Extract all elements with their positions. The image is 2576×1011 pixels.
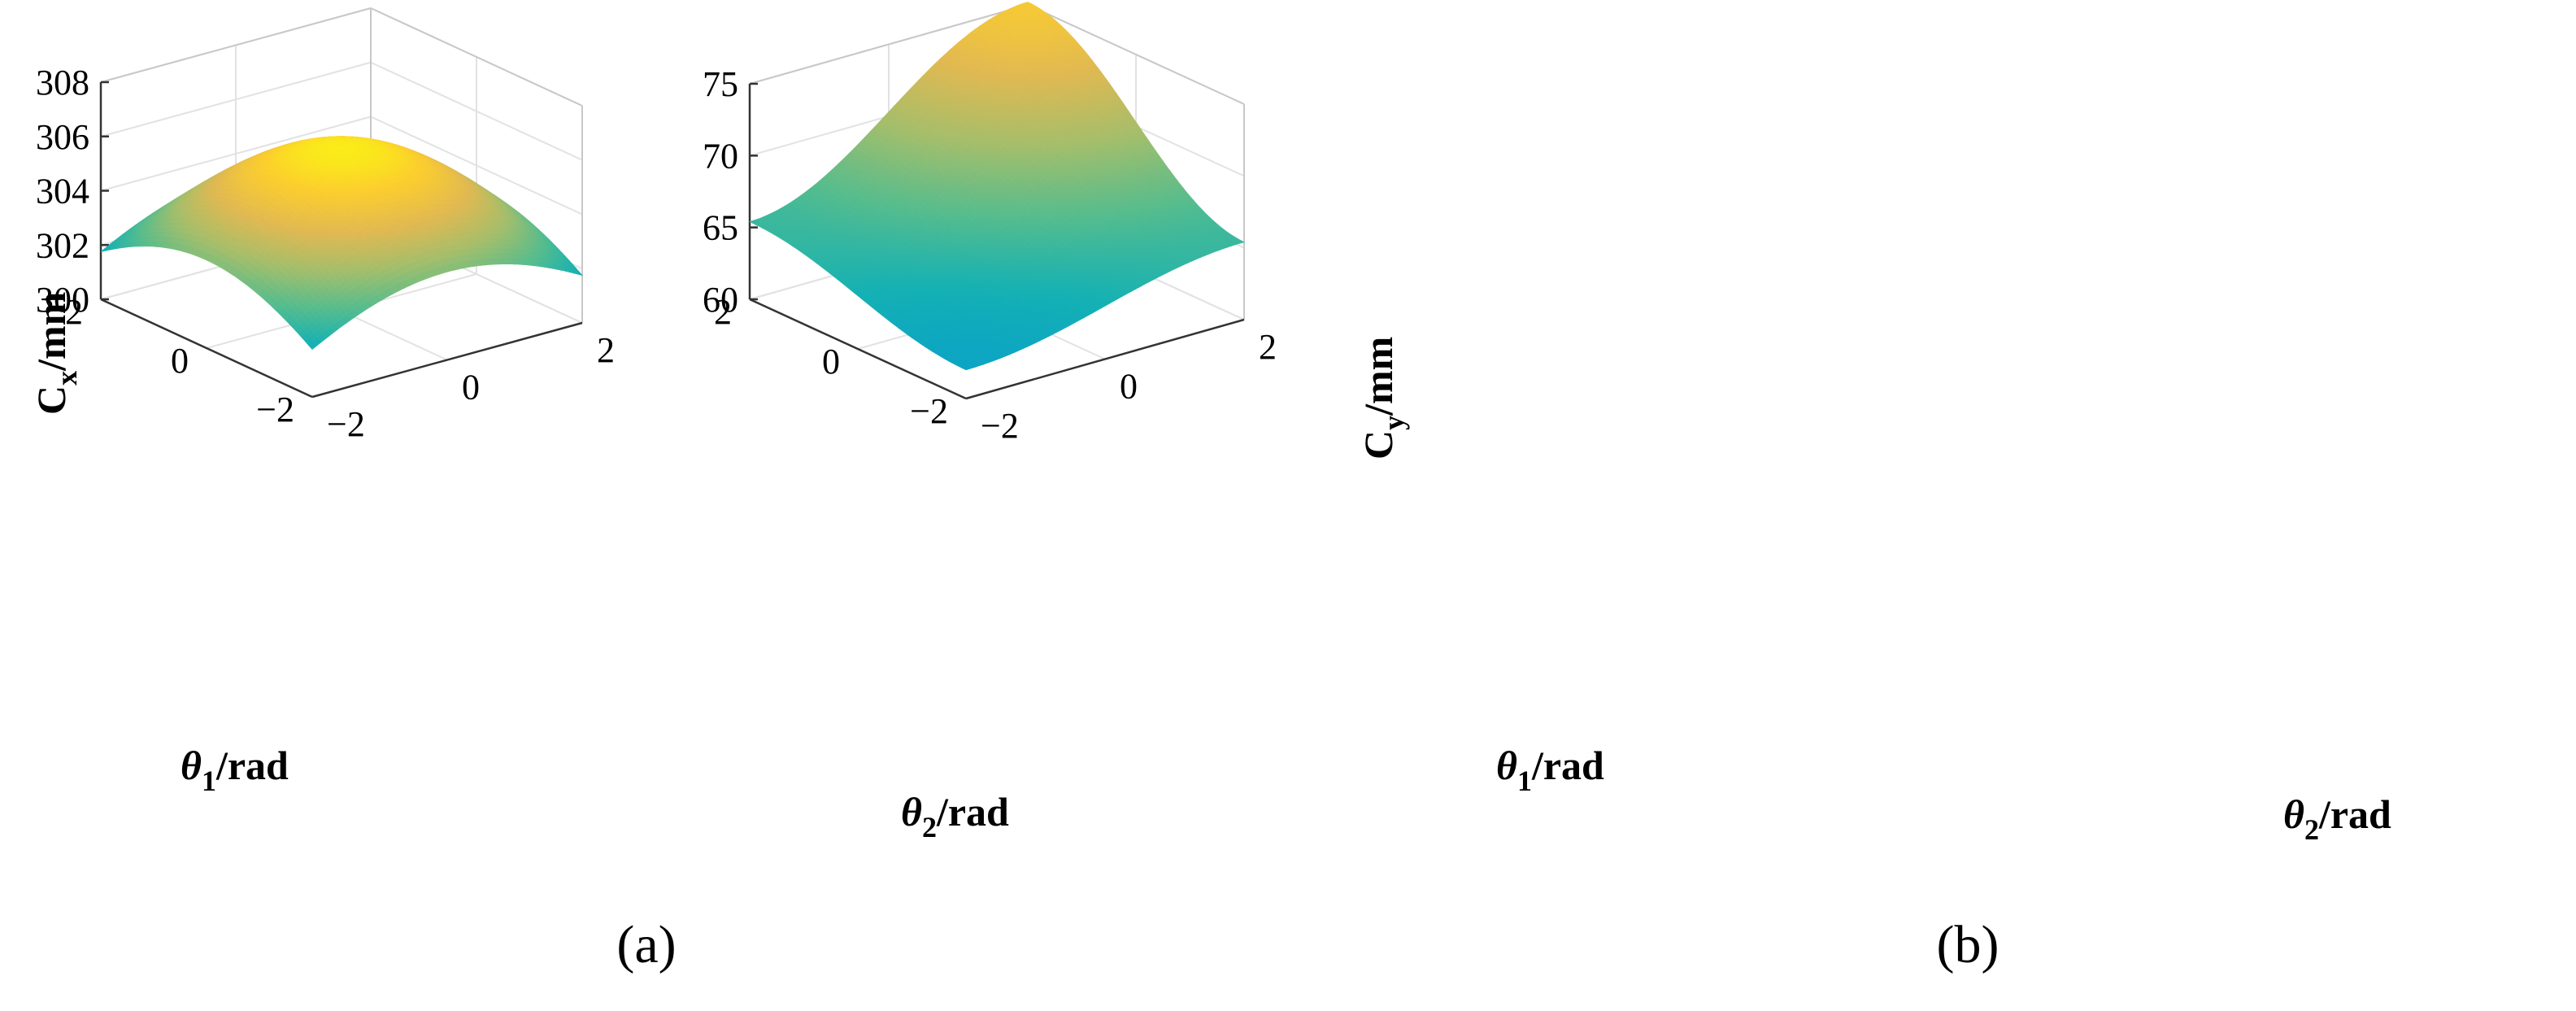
y-axis-line — [100, 298, 313, 399]
z-tick-label: 308 — [36, 63, 89, 102]
axes-box-a — [99, 7, 583, 399]
z-tick-label: 302 — [36, 225, 89, 265]
surface-b — [748, 2, 1246, 371]
x-tick-label: 2 — [597, 330, 615, 370]
x-axis-line — [311, 321, 583, 399]
surface-a — [100, 136, 584, 351]
box-edge — [100, 7, 372, 83]
x-tick-label: 0 — [462, 368, 480, 407]
y-axis-label-a: θ1/rad — [181, 743, 289, 797]
panel-label-a: (a) — [616, 915, 676, 974]
y-tick-label: −2 — [256, 390, 294, 429]
z-tick-label: 306 — [36, 117, 89, 157]
box-edge — [370, 7, 583, 107]
x-axis-label-a: θ2/rad — [901, 789, 1009, 843]
x-tick-label: −2 — [327, 404, 365, 444]
y-tick-label: 0 — [171, 341, 189, 381]
z-tick-label: 304 — [36, 172, 89, 211]
